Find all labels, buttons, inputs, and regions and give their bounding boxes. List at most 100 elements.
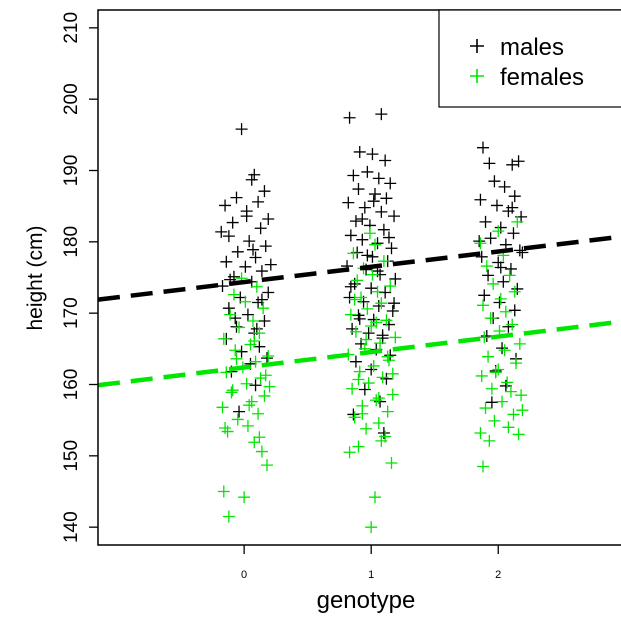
point-males (483, 157, 496, 170)
point-males (492, 256, 505, 269)
point-males (498, 180, 511, 193)
point-males (375, 205, 388, 218)
point-females (260, 459, 273, 472)
point-females (247, 315, 260, 328)
point-females (367, 359, 380, 372)
point-males (259, 240, 272, 253)
point-females (239, 295, 252, 308)
point-males (366, 148, 379, 161)
point-males (226, 216, 239, 229)
point-males (245, 173, 258, 186)
point-males (488, 175, 501, 188)
point-males (349, 355, 362, 368)
legend-entry-males: males (470, 34, 564, 61)
point-females (224, 308, 237, 321)
point-females (365, 521, 378, 534)
point-males (389, 272, 402, 285)
point-males (216, 280, 229, 293)
y-tick-label: 150 (61, 440, 82, 472)
point-males (249, 251, 262, 264)
point-males (343, 291, 356, 304)
point-females (257, 302, 270, 315)
legend: males females (438, 9, 621, 108)
x-axis: 0 1 2 (241, 545, 501, 581)
point-females (368, 491, 381, 504)
y-tick-label: 180 (61, 226, 82, 258)
x-tick-label: 0 (241, 569, 247, 581)
point-males (365, 282, 378, 295)
point-males (235, 345, 248, 358)
point-males (368, 188, 381, 201)
point-females (386, 388, 399, 401)
point-females (475, 369, 488, 382)
point-males (262, 213, 275, 226)
point-females (370, 316, 383, 329)
point-females (263, 380, 276, 393)
point-females (376, 371, 389, 384)
point-females (253, 431, 266, 444)
y-tick-label: 160 (61, 369, 82, 401)
point-males (485, 396, 498, 409)
point-males (371, 237, 384, 250)
point-males (222, 230, 235, 243)
plot-frame (97, 9, 621, 546)
point-females (372, 417, 385, 430)
point-males (372, 300, 385, 313)
y-tick-label: 140 (61, 511, 82, 543)
point-females (349, 325, 362, 338)
point-males (388, 297, 401, 310)
point-females (233, 321, 246, 334)
point-males (247, 243, 260, 256)
point-males (362, 327, 375, 340)
point-females (496, 395, 509, 408)
point-females (487, 277, 500, 290)
point-males (376, 329, 389, 342)
point-males (241, 308, 254, 321)
point-females (507, 408, 520, 421)
point-females (381, 350, 394, 363)
point-females (498, 344, 511, 357)
point-males (353, 145, 366, 158)
point-males (233, 405, 246, 418)
point-males (262, 286, 275, 299)
point-females (384, 280, 397, 293)
point-females (478, 331, 491, 344)
point-males (512, 155, 525, 168)
point-females (250, 280, 263, 293)
point-females (254, 372, 267, 385)
point-females (253, 327, 266, 340)
point-females (220, 366, 233, 379)
point-males (361, 249, 374, 262)
point-females (344, 308, 357, 321)
point-females (476, 460, 489, 473)
point-females (346, 382, 359, 395)
point-females (515, 389, 528, 402)
point-females (226, 384, 239, 397)
point-males (508, 304, 521, 317)
point-females (241, 419, 254, 432)
legend-label-females: females (500, 64, 584, 91)
point-males (347, 408, 360, 421)
legend-marker-females (470, 69, 484, 83)
trend-line-females (97, 319, 621, 388)
point-females (366, 268, 379, 281)
point-females (512, 428, 525, 441)
point-males (248, 168, 261, 181)
x-axis-title: genotype (317, 587, 416, 614)
point-males (353, 312, 366, 325)
point-females (492, 363, 505, 376)
point-males (222, 302, 235, 315)
point-females (489, 366, 502, 379)
point-males (252, 195, 265, 208)
trend-lines (97, 234, 621, 388)
point-males (253, 340, 266, 353)
point-females (351, 274, 364, 287)
point-males (239, 260, 252, 273)
point-males (496, 342, 509, 355)
point-males (379, 286, 392, 299)
point-males (377, 223, 390, 236)
point-males (243, 235, 256, 248)
point-males (507, 227, 520, 240)
y-tick-label: 190 (61, 155, 82, 187)
